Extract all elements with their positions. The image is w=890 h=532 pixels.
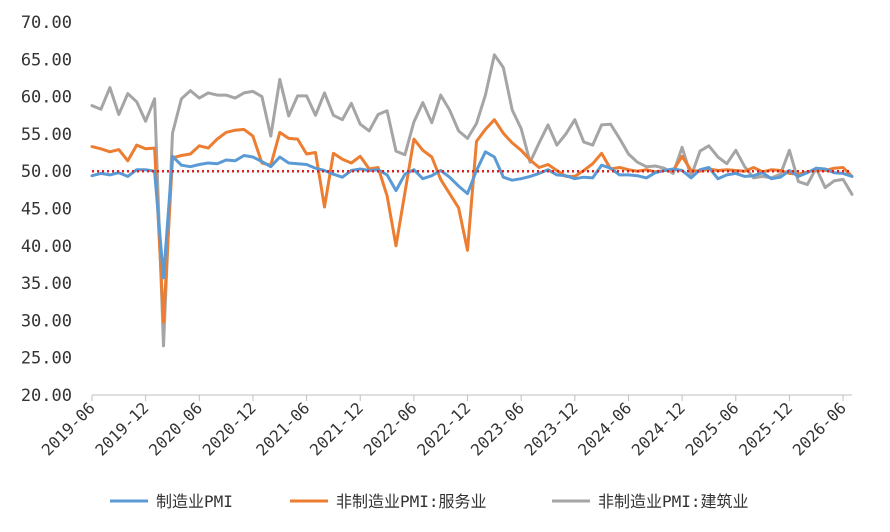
y-axis: 20.00 25.00 30.00 35.00 40.00 45.00 50.00 55.00… <box>21 13 72 406</box>
y-tick-label: 40.00 <box>21 237 72 257</box>
x-tick-label: 2026-06 <box>789 398 850 459</box>
y-tick-label: 35.00 <box>21 274 72 294</box>
x-tick-label: 2024-12 <box>628 398 689 459</box>
x-tick-label: 2025-12 <box>735 398 796 459</box>
legend-label: 制造业PMI <box>156 492 233 511</box>
x-tick-label: 2021-12 <box>306 398 367 459</box>
x-tick-label: 2024-06 <box>574 398 635 459</box>
series-line-1 <box>90 118 854 324</box>
x-tick-label: 2020-12 <box>199 398 260 459</box>
x-tick-label: 2019-06 <box>38 398 99 459</box>
x-tick-label: 2025-06 <box>681 398 742 459</box>
x-tick-label: 2023-06 <box>467 398 528 459</box>
x-axis: 2019-062019-122020-062020-122021-062021-… <box>38 394 852 460</box>
x-tick-label: 2022-12 <box>413 398 474 459</box>
x-tick-label: 2023-12 <box>521 398 582 459</box>
y-tick-label: 45.00 <box>21 200 72 220</box>
x-tick-label: 2021-06 <box>252 398 313 459</box>
legend-label: 非制造业PMI:建筑业 <box>598 492 749 511</box>
x-tick-label: 2022-06 <box>360 398 421 459</box>
x-tick-label: 2020-06 <box>145 398 206 459</box>
series-line-2 <box>90 53 854 348</box>
legend: 制造业PMI 非制造业PMI:服务业 非制造业PMI:建筑业 <box>110 492 749 511</box>
y-tick-label: 25.00 <box>21 349 72 369</box>
y-tick-label: 20.00 <box>21 386 72 406</box>
y-tick-label: 50.00 <box>21 162 72 182</box>
series-line-0 <box>90 150 854 280</box>
legend-label: 非制造业PMI:服务业 <box>336 492 487 511</box>
y-tick-label: 65.00 <box>21 50 72 70</box>
y-tick-label: 30.00 <box>21 311 72 331</box>
y-tick-label: 70.00 <box>21 13 72 33</box>
series-layer <box>90 53 854 348</box>
y-tick-label: 60.00 <box>21 88 72 108</box>
x-tick-label: 2019-12 <box>91 398 152 459</box>
y-tick-label: 55.00 <box>21 125 72 145</box>
